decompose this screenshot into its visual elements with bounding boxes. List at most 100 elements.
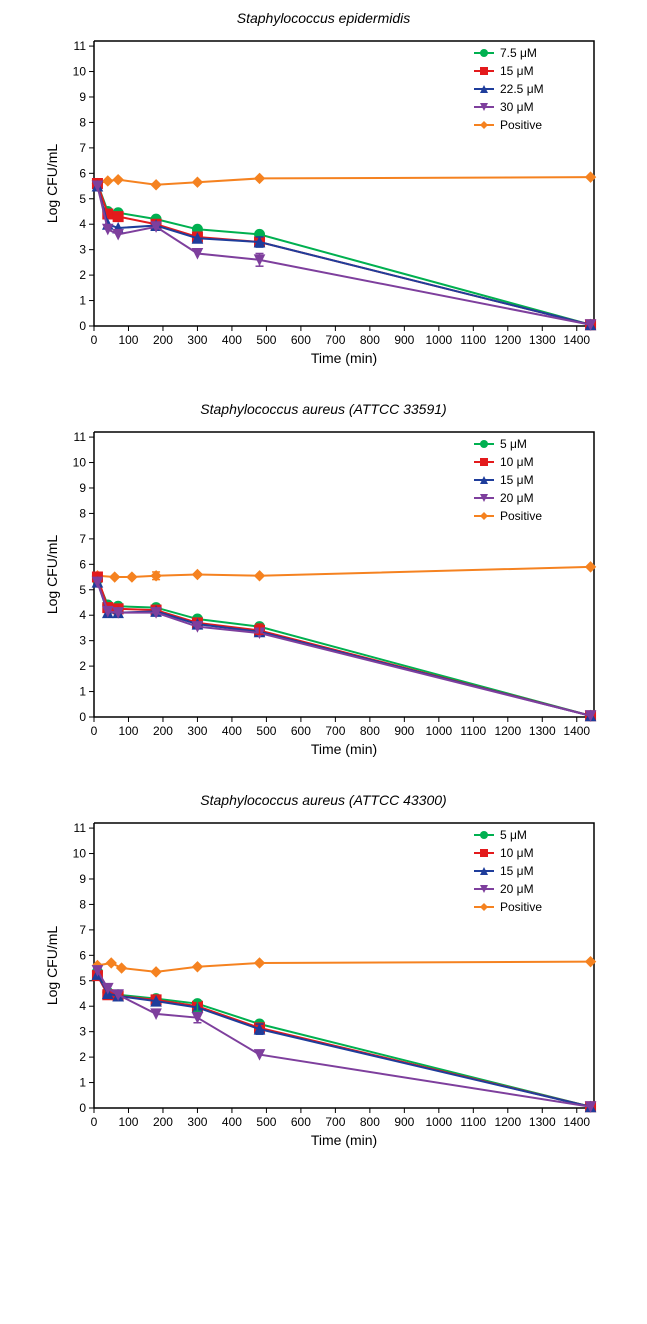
series-line <box>97 971 590 1107</box>
svg-text:0: 0 <box>90 333 97 347</box>
svg-text:9: 9 <box>79 872 86 886</box>
data-marker <box>109 572 119 582</box>
svg-text:1200: 1200 <box>494 724 521 738</box>
legend-item: 7.5 μM <box>474 46 537 60</box>
x-axis-label: Time (min) <box>310 350 376 366</box>
chart-title: Staphylococcus epidermidis <box>24 10 624 26</box>
svg-text:8: 8 <box>79 897 86 911</box>
figure-root: Staphylococcus epidermidis01002003004005… <box>0 10 647 1153</box>
svg-text:5: 5 <box>79 192 86 206</box>
series-line <box>97 567 590 577</box>
svg-text:1300: 1300 <box>528 333 555 347</box>
legend-label: 22.5 μM <box>500 82 544 96</box>
y-axis-label: Log CFU/mL <box>44 535 60 615</box>
svg-text:200: 200 <box>152 1115 172 1129</box>
x-axis-label: Time (min) <box>310 741 376 757</box>
legend-label: 5 μM <box>500 828 527 842</box>
legend-label: 10 μM <box>500 846 534 860</box>
data-marker <box>192 962 202 972</box>
svg-text:5: 5 <box>79 974 86 988</box>
svg-text:300: 300 <box>187 1115 207 1129</box>
svg-text:1400: 1400 <box>563 1115 590 1129</box>
svg-text:1100: 1100 <box>460 333 486 347</box>
legend: 5 μM 10 μM 15 μM 20 μM Positive <box>474 437 542 523</box>
svg-text:400: 400 <box>221 333 241 347</box>
y-axis-label: Log CFU/mL <box>44 926 60 1006</box>
svg-text:1100: 1100 <box>460 724 486 738</box>
svg-text:11: 11 <box>73 430 86 444</box>
svg-text:1000: 1000 <box>425 724 452 738</box>
svg-text:400: 400 <box>221 724 241 738</box>
data-marker <box>254 173 264 183</box>
legend-label: 15 μM <box>500 864 534 878</box>
svg-text:4: 4 <box>79 608 86 622</box>
svg-text:2: 2 <box>79 1050 86 1064</box>
series-line <box>97 580 590 716</box>
legend: 5 μM 10 μM 15 μM 20 μM Positive <box>474 828 542 914</box>
legend-item: 15 μM <box>474 473 534 487</box>
svg-text:1100: 1100 <box>460 1115 486 1129</box>
svg-text:900: 900 <box>394 333 414 347</box>
legend-item: 22.5 μM <box>474 82 544 96</box>
svg-text:6: 6 <box>79 557 86 571</box>
svg-text:2: 2 <box>79 268 86 282</box>
data-marker <box>151 967 161 977</box>
legend-label: Positive <box>500 509 542 523</box>
data-marker <box>192 177 202 187</box>
legend-item: 20 μM <box>474 882 534 896</box>
svg-text:7: 7 <box>79 923 86 937</box>
legend-label: 20 μM <box>500 491 534 505</box>
svg-text:900: 900 <box>394 1115 414 1129</box>
chart-title: Staphylococcus aureus (ATTCC 33591) <box>24 401 624 417</box>
legend-item: Positive <box>474 900 542 914</box>
svg-text:5: 5 <box>79 583 86 597</box>
y-axis-label: Log CFU/mL <box>44 144 60 224</box>
svg-text:100: 100 <box>118 724 138 738</box>
svg-text:1: 1 <box>79 1076 86 1090</box>
legend-item: 10 μM <box>474 846 534 860</box>
data-marker <box>102 176 112 186</box>
legend-item: 10 μM <box>474 455 534 469</box>
svg-text:600: 600 <box>290 1115 310 1129</box>
svg-text:800: 800 <box>359 1115 379 1129</box>
legend-label: Positive <box>500 900 542 914</box>
legend-item: 5 μM <box>474 828 527 842</box>
svg-text:8: 8 <box>79 115 86 129</box>
svg-text:7: 7 <box>79 141 86 155</box>
svg-text:3: 3 <box>79 243 86 257</box>
svg-text:10: 10 <box>72 847 86 861</box>
svg-text:300: 300 <box>187 333 207 347</box>
legend-label: 20 μM <box>500 882 534 896</box>
svg-text:4: 4 <box>79 217 86 231</box>
svg-text:11: 11 <box>73 39 86 53</box>
svg-text:700: 700 <box>325 1115 345 1129</box>
legend-label: 5 μM <box>500 437 527 451</box>
svg-text:300: 300 <box>187 724 207 738</box>
svg-text:0: 0 <box>79 319 86 333</box>
svg-text:0: 0 <box>90 724 97 738</box>
svg-text:0: 0 <box>79 1101 86 1115</box>
data-marker <box>192 570 202 580</box>
chart-svg: 0100200300400500600700800900100011001200… <box>39 813 609 1153</box>
data-marker <box>113 175 123 185</box>
svg-text:200: 200 <box>152 724 172 738</box>
svg-text:1200: 1200 <box>494 333 521 347</box>
svg-text:500: 500 <box>256 333 276 347</box>
svg-text:9: 9 <box>79 481 86 495</box>
series-line <box>97 177 590 185</box>
series-line <box>97 974 590 1106</box>
legend-item: 30 μM <box>474 100 534 114</box>
svg-text:1400: 1400 <box>563 333 590 347</box>
series-line <box>97 972 590 1107</box>
svg-text:11: 11 <box>73 821 86 835</box>
svg-text:500: 500 <box>256 724 276 738</box>
svg-text:500: 500 <box>256 1115 276 1129</box>
data-marker <box>113 212 123 222</box>
data-marker <box>254 958 264 968</box>
svg-text:0: 0 <box>79 710 86 724</box>
data-marker <box>254 571 264 581</box>
legend-item: 15 μM <box>474 864 534 878</box>
chart-svg: 0100200300400500600700800900100011001200… <box>39 31 609 371</box>
legend-label: 10 μM <box>500 455 534 469</box>
data-marker <box>106 958 116 968</box>
